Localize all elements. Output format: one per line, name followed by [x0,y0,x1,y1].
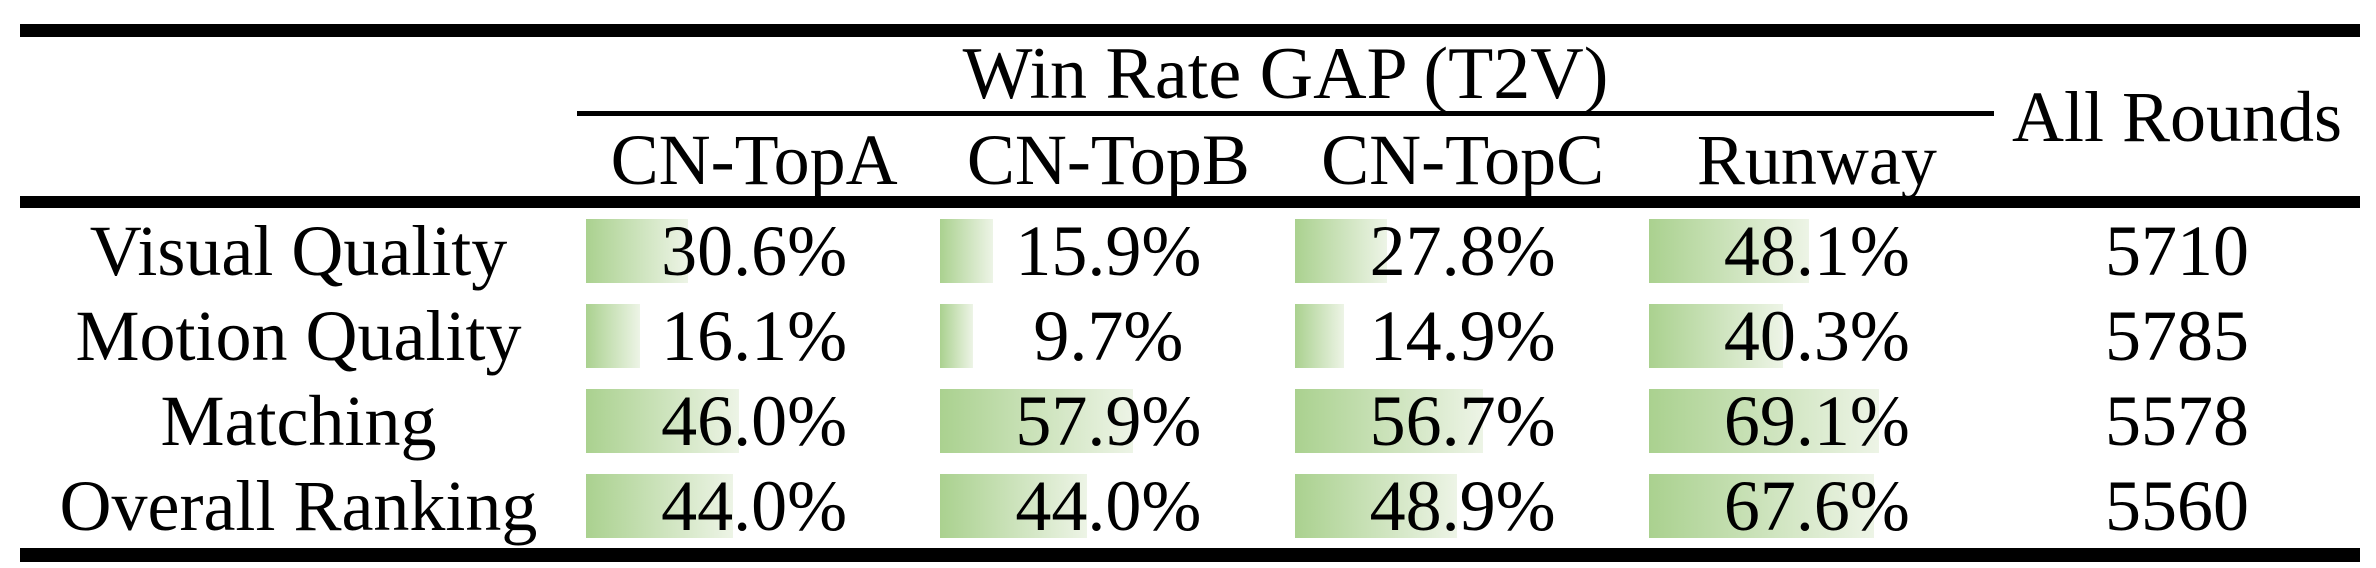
table-row: Matching 46.0% 57.9% 56.7% 69.1% 5578 [20,378,2360,463]
row-cells: 16.1% 9.7% 14.9% 40.3% [577,293,1994,378]
table-header: Win Rate GAP (T2V) CN-TopA CN-TopB CN-TopC… [20,37,2360,196]
win-rate-value: 69.1% [1723,380,1910,461]
win-rate-bar [1294,388,1484,453]
group-underline-rule [577,111,1994,116]
win-rate-cell: 48.1% [1640,208,1994,293]
win-rate-cell: 14.9% [1286,293,1640,378]
row-label: Visual Quality [89,210,508,291]
column-header-runway: Runway [1696,120,1937,200]
group-header-title: Win Rate GAP (T2V) [962,33,1609,115]
win-rate-cell: 44.0% [931,463,1285,548]
win-rate-bar [1294,218,1388,283]
win-rate-value: 46.0% [661,380,848,461]
win-rate-cell: 40.3% [1640,293,1994,378]
win-rate-bar [1648,473,1874,538]
win-rate-bar [940,388,1134,453]
table-body: Visual Quality 30.6% 15.9% 27.8% 48.1% 5… [20,208,2360,548]
win-rate-cell: 16.1% [577,293,931,378]
win-rate-value: 40.3% [1723,295,1910,376]
win-rate-value: 30.6% [661,210,848,291]
win-rate-bar [586,388,740,453]
table-row: Visual Quality 30.6% 15.9% 27.8% 48.1% 5… [20,208,2360,293]
win-rate-value: 44.0% [1015,465,1202,546]
win-rate-value: 16.1% [661,295,848,376]
column-header-cn-topb: CN-TopB [966,120,1250,200]
all-rounds-value: 5785 [2105,295,2249,376]
all-rounds-header: All Rounds [2011,76,2343,157]
row-label: Matching [160,380,437,461]
win-rate-value: 44.0% [661,465,848,546]
row-label: Overall Ranking [59,465,538,546]
win-rate-cell: 67.6% [1640,463,1994,548]
column-header-cn-topc: CN-TopC [1321,120,1605,200]
win-rate-value: 57.9% [1015,380,1202,461]
win-rate-cell: 48.9% [1286,463,1640,548]
table-bottom-rule [20,548,2360,562]
row-cells: 46.0% 57.9% 56.7% 69.1% [577,378,1994,463]
row-label: Motion Quality [75,295,522,376]
win-rate-value: 9.7% [1033,295,1184,376]
win-rate-bar [586,473,733,538]
win-rate-bar [1648,303,1783,368]
win-rate-value: 67.6% [1723,465,1910,546]
win-rate-bar [940,218,994,283]
header-separator-rule [20,196,2360,208]
win-rate-cell: 30.6% [577,208,931,293]
win-rate-bar [1648,388,1879,453]
win-rate-bar [1294,473,1458,538]
all-rounds-value: 5578 [2105,380,2249,461]
all-rounds-value: 5560 [2105,465,2249,546]
table-top-rule [20,24,2360,37]
win-rate-value: 48.1% [1723,210,1910,291]
win-rate-cell: 15.9% [931,208,1285,293]
win-rate-bar [1294,303,1345,368]
row-cells: 44.0% 44.0% 48.9% 67.6% [577,463,1994,548]
win-rate-bar [1648,218,1809,283]
win-rate-value: 56.7% [1369,380,1556,461]
row-label-column-spacer [20,37,577,196]
win-rate-bar [586,303,640,368]
win-rate-bar [586,218,688,283]
all-rounds-value: 5710 [2105,210,2249,291]
row-cells: 30.6% 15.9% 27.8% 48.1% [577,208,1994,293]
win-rate-value: 15.9% [1015,210,1202,291]
table-row: Motion Quality 16.1% 9.7% 14.9% 40.3% 57… [20,293,2360,378]
win-rate-cell: 57.9% [931,378,1285,463]
win-rate-cell: 69.1% [1640,378,1994,463]
win-rate-value: 27.8% [1369,210,1556,291]
win-rate-group-column: Win Rate GAP (T2V) CN-TopA CN-TopB CN-TopC… [577,37,1994,196]
win-rate-value: 48.9% [1369,465,1556,546]
column-header-cn-topa: CN-TopA [610,120,898,200]
win-rate-bar [940,303,973,368]
win-rate-cell: 44.0% [577,463,931,548]
win-rate-cell: 46.0% [577,378,931,463]
win-rate-cell: 9.7% [931,293,1285,378]
win-rate-cell: 56.7% [1286,378,1640,463]
table-row: Overall Ranking 44.0% 44.0% 48.9% 67.6% … [20,463,2360,548]
win-rate-bar [940,473,1087,538]
win-rate-value: 14.9% [1369,295,1556,376]
win-rate-cell: 27.8% [1286,208,1640,293]
column-headers: CN-TopA CN-TopB CN-TopC Runway [577,116,1994,196]
